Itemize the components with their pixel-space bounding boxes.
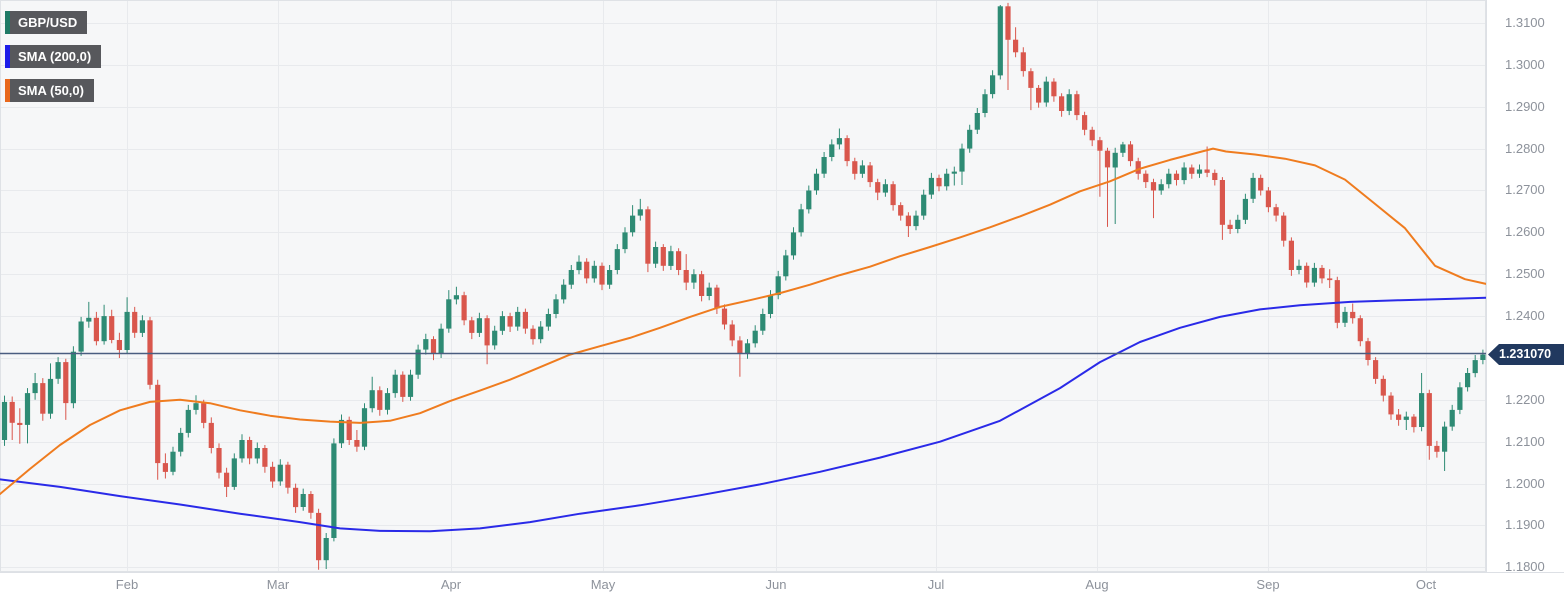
sma50-color-strip <box>5 79 10 102</box>
plot-background <box>0 0 1486 572</box>
price-tick-label: 1.2700 <box>1505 182 1545 198</box>
price-tick-label: 1.2900 <box>1505 98 1545 114</box>
month-tick-label: Aug <box>1085 577 1109 592</box>
month-tick-label: Apr <box>440 577 462 592</box>
symbol-color-strip <box>5 11 10 34</box>
price-tick-label: 1.2500 <box>1505 266 1545 282</box>
price-tick-label: 1.2400 <box>1505 308 1545 324</box>
legend-item-sma200: SMA (200,0) <box>5 45 102 68</box>
sma-200-line <box>0 296 1487 533</box>
price-tick-label: 1.1800 <box>1505 559 1545 575</box>
price-tick-label: 1.2100 <box>1505 433 1545 449</box>
month-tick-label: May <box>590 577 616 592</box>
legend-item-sma50: SMA (50,0) <box>5 79 94 102</box>
month-tick-label: Feb <box>115 577 139 592</box>
price-tick-label: 1.2600 <box>1505 224 1545 240</box>
legend-item-symbol: GBP/USD <box>5 11 88 34</box>
sma50-label: SMA (50,0) <box>18 83 84 98</box>
sma200-color-strip <box>5 45 10 68</box>
price-scale-axis[interactable] <box>1486 0 1564 601</box>
symbol-label: GBP/USD <box>18 15 78 30</box>
price-tick-label: 1.1900 <box>1505 517 1545 533</box>
month-tick-label: Mar <box>266 577 290 592</box>
candles-group[interactable] <box>1 2 1494 570</box>
candle-wicks-up <box>4 5 1484 569</box>
candle-wicks-down <box>11 2 1491 570</box>
time-scale-axis[interactable] <box>0 572 1564 601</box>
month-tick-label: Jun <box>765 577 787 592</box>
last-price-badge: 1.231070 <box>1488 344 1564 365</box>
month-tick-label: Sep <box>1256 577 1280 592</box>
plot-border <box>0 0 1486 572</box>
price-tick-label: 1.2800 <box>1505 140 1545 156</box>
price-tick-label: 1.2000 <box>1505 475 1545 491</box>
price-tick-label: 1.2200 <box>1505 391 1545 407</box>
price-tick-label: 1.3000 <box>1505 56 1545 72</box>
month-tick-label: Oct <box>1415 577 1437 592</box>
chart-legend: GBP/USD SMA (200,0) SMA (50,0) <box>5 11 102 102</box>
sma200-label: SMA (200,0) <box>18 49 92 64</box>
sma-50-line <box>0 147 1487 495</box>
price-tick-label: 1.3100 <box>1505 15 1545 30</box>
month-tick-label: Jul <box>927 577 945 592</box>
